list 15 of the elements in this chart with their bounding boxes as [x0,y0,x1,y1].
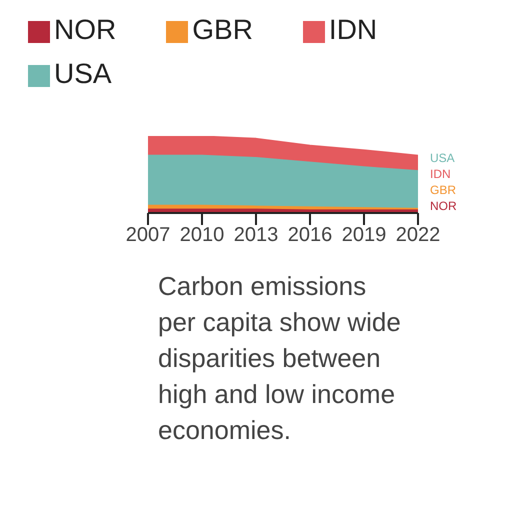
text: NOR [430,199,457,213]
x-tick-label: 2007 [126,224,170,246]
x-tick-label: 2019 [342,224,386,246]
text: GBR [430,183,456,197]
text: IDN [430,167,451,181]
legend-label: GBR [192,14,253,45]
text: USA [430,151,455,165]
x-tick-label: 2022 [396,224,440,246]
x-tick-label: 2016 [288,224,332,246]
legend-label: USA [54,58,112,89]
text: Carbon emissions per capita show wide disparities between high and low income economies. [158,270,402,447]
x-tick-label: 2010 [180,224,224,246]
legend-label: IDN [328,14,378,45]
legend-label: NOR [54,14,116,45]
x-tick-label: 2013 [234,224,278,246]
